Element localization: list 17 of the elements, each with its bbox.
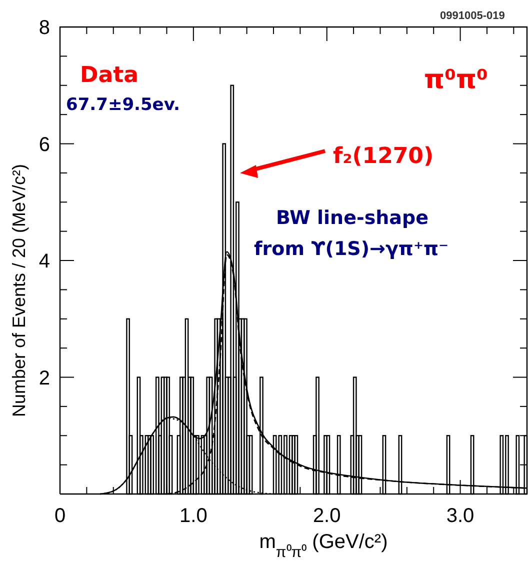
x-tick-label: 1.0 xyxy=(180,505,208,527)
y-tick-label: 2 xyxy=(38,367,50,390)
annotation: Data xyxy=(80,63,138,88)
y-tick-label: 6 xyxy=(38,134,50,156)
annotation: BW line-shape xyxy=(276,207,428,229)
y-tick-label: 4 xyxy=(38,250,50,272)
x-tick-label: 2.0 xyxy=(312,505,341,527)
x-tick-label: 0 xyxy=(54,505,66,527)
annotation: π⁰π⁰ xyxy=(424,65,488,95)
y-axis-title: Number of Events / 20 (MeV/c²) xyxy=(9,164,29,418)
annotation: f₂(1270) xyxy=(333,144,434,169)
annotation: 67.7±9.5ev. xyxy=(66,95,180,115)
y-tick-label: 8 xyxy=(38,17,50,39)
annotation: from ϒ(1S)→γπ⁺π⁻ xyxy=(254,238,449,260)
text: 0991005-019 xyxy=(440,10,505,22)
x-axis-title: m$_{π⁰π⁰}$ (GeV/c²) xyxy=(259,531,388,560)
x-tick-label: 3.0 xyxy=(446,505,474,527)
